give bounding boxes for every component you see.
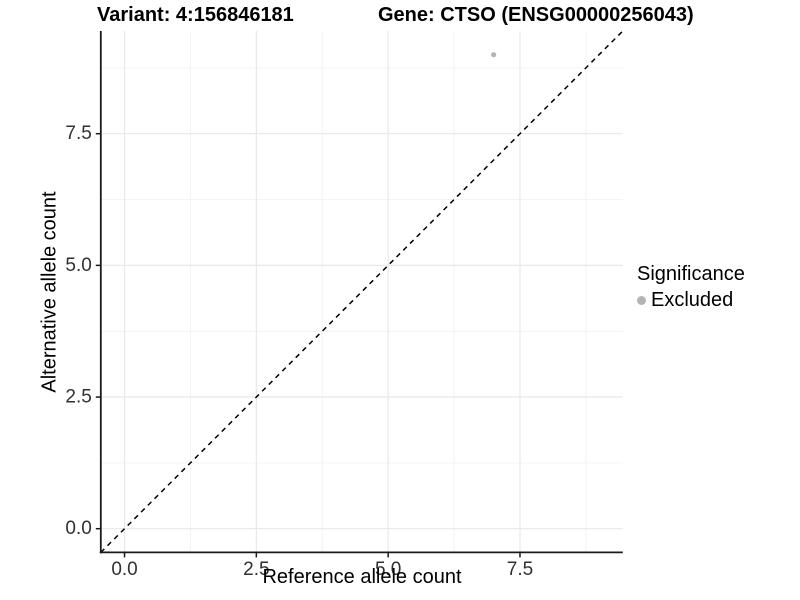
data-point[interactable] — [491, 52, 497, 58]
x-tick-label: 0.0 — [111, 559, 137, 580]
y-tick-label: 5.0 — [65, 255, 91, 276]
legend-item-label: Excluded — [651, 289, 734, 311]
identity-reference-line — [100, 30, 624, 553]
gene-title: Gene: CTSO (ENSG00000256043) — [378, 4, 694, 26]
x-tick-label: 2.5 — [243, 559, 269, 580]
variant-title: Variant: 4:156846181 — [97, 4, 294, 26]
y-tick-label: 2.5 — [65, 387, 91, 408]
legend: Significance Excluded — [637, 263, 745, 312]
x-tick-label: 5.0 — [375, 559, 401, 580]
y-axis-title: Alternative allele count — [38, 191, 61, 393]
x-tick-label: 7.5 — [507, 559, 533, 580]
legend-title: Significance — [637, 263, 745, 285]
x-axis-title: Reference allele count — [262, 566, 462, 588]
y-tick-label: 0.0 — [65, 518, 91, 539]
legend-key-point-icon — [637, 296, 646, 305]
y-tick-label: 7.5 — [65, 123, 91, 144]
legend-item-excluded[interactable]: Excluded — [637, 289, 745, 312]
